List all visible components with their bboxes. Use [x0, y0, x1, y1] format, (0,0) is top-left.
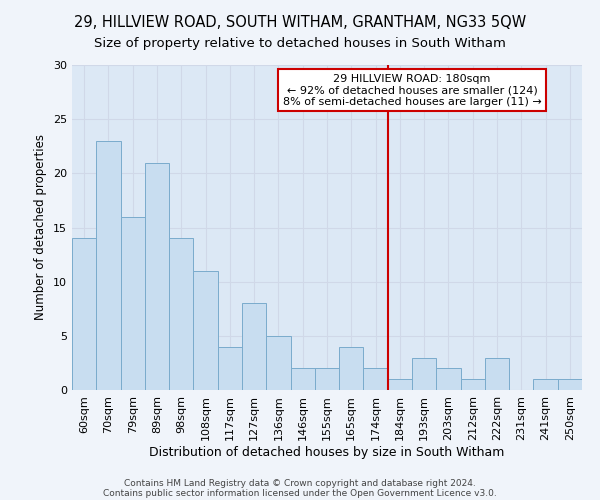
Text: Size of property relative to detached houses in South Witham: Size of property relative to detached ho…: [94, 38, 506, 51]
Bar: [461, 379, 485, 390]
Bar: [315, 368, 339, 390]
Bar: [388, 379, 412, 390]
Bar: [339, 346, 364, 390]
Bar: [364, 368, 388, 390]
Bar: [193, 271, 218, 390]
Bar: [533, 379, 558, 390]
Y-axis label: Number of detached properties: Number of detached properties: [34, 134, 47, 320]
Bar: [266, 336, 290, 390]
Text: Contains HM Land Registry data © Crown copyright and database right 2024.: Contains HM Land Registry data © Crown c…: [124, 478, 476, 488]
Bar: [96, 141, 121, 390]
Bar: [218, 346, 242, 390]
Bar: [412, 358, 436, 390]
Bar: [169, 238, 193, 390]
Text: 29, HILLVIEW ROAD, SOUTH WITHAM, GRANTHAM, NG33 5QW: 29, HILLVIEW ROAD, SOUTH WITHAM, GRANTHA…: [74, 15, 526, 30]
Bar: [485, 358, 509, 390]
Bar: [121, 216, 145, 390]
Text: 29 HILLVIEW ROAD: 180sqm
← 92% of detached houses are smaller (124)
8% of semi-d: 29 HILLVIEW ROAD: 180sqm ← 92% of detach…: [283, 74, 541, 107]
Bar: [242, 304, 266, 390]
Bar: [558, 379, 582, 390]
Bar: [290, 368, 315, 390]
X-axis label: Distribution of detached houses by size in South Witham: Distribution of detached houses by size …: [149, 446, 505, 458]
Bar: [436, 368, 461, 390]
Bar: [72, 238, 96, 390]
Text: Contains public sector information licensed under the Open Government Licence v3: Contains public sector information licen…: [103, 488, 497, 498]
Bar: [145, 162, 169, 390]
